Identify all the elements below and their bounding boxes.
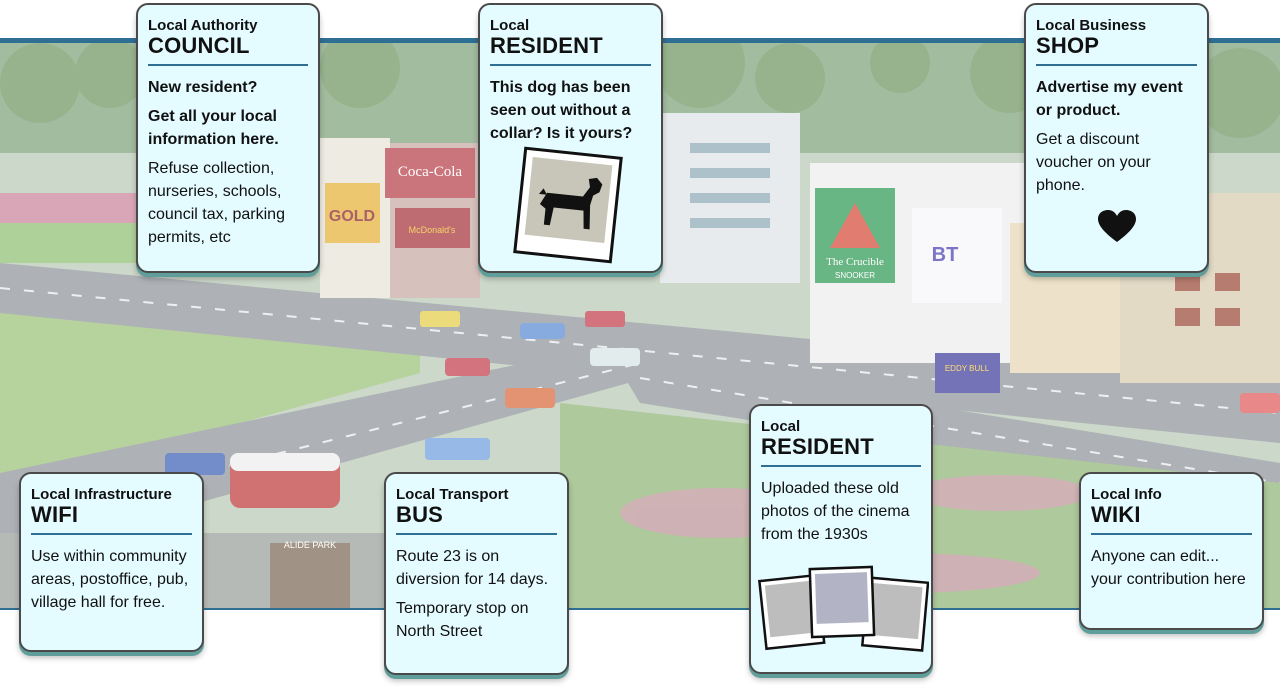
council-card[interactable]: Local Authority COUNCIL New resident? Ge…	[136, 3, 320, 273]
resident-cinema-title: RESIDENT	[761, 434, 874, 459]
council-line-2: Get all your local information here.	[148, 108, 279, 148]
shop-divider	[1036, 64, 1197, 66]
mcdonalds-sign: McDonald's	[409, 225, 456, 235]
shop-line-1: Advertise my event or product.	[1036, 79, 1183, 119]
bt-sign: BT	[932, 244, 959, 266]
council-title: COUNCIL	[148, 33, 250, 58]
bus-card[interactable]: Local Transport BUS Route 23 is on diver…	[384, 472, 569, 675]
council-line-3: Refuse collection, nurseries, schools, c…	[148, 160, 285, 246]
wiki-kicker: Local Info	[1091, 486, 1162, 503]
coca-cola-sign: Coca-Cola	[398, 164, 462, 180]
snooker-sign: SNOOKER	[835, 271, 875, 280]
shop-kicker: Local Business	[1036, 17, 1147, 34]
resident-dog-divider	[490, 64, 651, 66]
bus-line-2: Temporary stop on North Street	[396, 600, 529, 640]
gold-sign: GOLD	[329, 208, 375, 225]
wiki-divider	[1091, 533, 1252, 535]
resident-dog-kicker: Local	[490, 17, 530, 34]
resident-dog-card[interactable]: Local RESIDENT This dog has been seen ou…	[478, 3, 663, 273]
resident-cinema-kicker: Local	[761, 418, 801, 435]
bus-divider	[396, 533, 557, 535]
dog-photo-icon	[513, 146, 623, 264]
eddy-bull-truck-sign: EDDY BULL	[945, 364, 990, 373]
bus-kicker: Local Transport	[396, 486, 509, 503]
council-line-1: New resident?	[148, 79, 258, 96]
wifi-title: WIFI	[31, 502, 79, 527]
photos-stack-icon	[758, 565, 929, 652]
council-kicker: Local Authority	[148, 17, 258, 34]
resident-cinema-line-1: Uploaded these old photos of the cinema …	[761, 480, 910, 543]
heart-icon	[1098, 210, 1136, 242]
wiki-line-1: Anyone can edit... your contribution her…	[1091, 548, 1246, 588]
crucible-sign: The Crucible	[826, 256, 884, 268]
wifi-divider	[31, 533, 192, 535]
resident-dog-title: RESIDENT	[490, 33, 603, 58]
resident-dog-line-1: This dog has been seen out without a col…	[490, 79, 633, 142]
council-divider	[148, 64, 308, 66]
shop-line-2: Get a discount voucher on your phone.	[1036, 131, 1151, 194]
wiki-card[interactable]: Local Info WIKI Anyone can edit... your …	[1079, 472, 1264, 630]
wiki-title: WIKI	[1091, 502, 1141, 527]
park-gate-sign: ALIDE PARK	[284, 540, 336, 550]
wifi-line-1: Use within community areas, postoffice, …	[31, 548, 189, 611]
resident-cinema-divider	[761, 465, 921, 467]
resident-cinema-card[interactable]: Local RESIDENT Uploaded these old photos…	[749, 404, 933, 674]
bus-line-1: Route 23 is on diversion for 14 days.	[396, 548, 549, 588]
wifi-kicker: Local Infrastructure	[31, 486, 172, 503]
bus-title: BUS	[396, 502, 444, 527]
wifi-card[interactable]: Local Infrastructure WIFI Use within com…	[19, 472, 204, 652]
shop-title: SHOP	[1036, 33, 1100, 58]
shop-card[interactable]: Local Business SHOP Advertise my event o…	[1024, 3, 1209, 273]
